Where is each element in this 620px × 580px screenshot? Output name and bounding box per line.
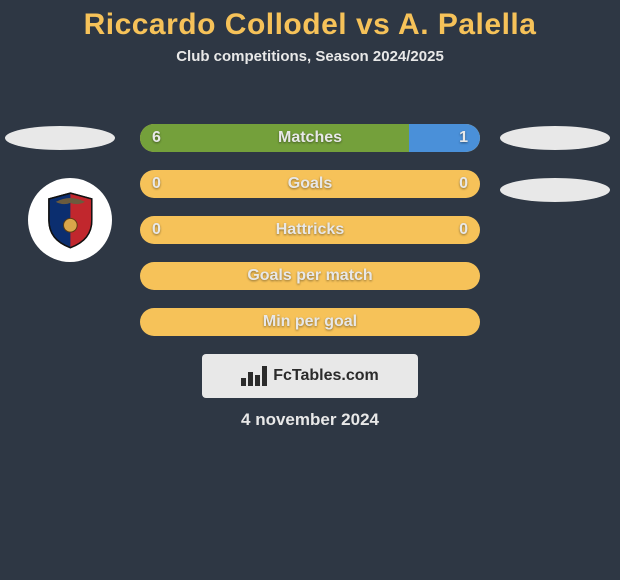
- stat-row: 0 0 Goals: [140, 170, 480, 198]
- stat-row: Min per goal: [140, 308, 480, 336]
- stat-label: Goals per match: [247, 267, 372, 285]
- stat-row: Goals per match: [140, 262, 480, 290]
- stat-label: Matches: [278, 129, 342, 147]
- subtitle: Club competitions, Season 2024/2025: [0, 48, 620, 65]
- stat-left-value: 6: [152, 129, 161, 147]
- date-line: 4 november 2024: [241, 410, 379, 430]
- player-placeholder-right-1: [500, 126, 610, 150]
- player-placeholder-left: [5, 126, 115, 150]
- club-badge: [28, 178, 112, 262]
- stat-label: Hattricks: [276, 221, 344, 239]
- stat-right-fill: [409, 124, 480, 152]
- stat-left-value: 0: [152, 221, 161, 239]
- comparison-bars: 6 1 Matches 0 0 Goals 0 0 Hattricks Goals per mat…: [140, 124, 480, 354]
- player-placeholder-right-2: [500, 178, 610, 202]
- stat-row: 6 1 Matches: [140, 124, 480, 152]
- brand-text: FcTables.com: [273, 367, 379, 385]
- stat-row: 0 0 Hattricks: [140, 216, 480, 244]
- stat-label: Goals: [288, 175, 332, 193]
- bars-icon: [241, 366, 267, 386]
- stat-right-value: 0: [459, 221, 468, 239]
- brand-box: FcTables.com: [202, 354, 418, 398]
- stat-left-fill: [140, 124, 409, 152]
- page-title: Riccardo Collodel vs A. Palella: [0, 0, 620, 42]
- stat-left-value: 0: [152, 175, 161, 193]
- stat-label: Min per goal: [263, 313, 357, 331]
- shield-icon: [46, 191, 95, 250]
- stat-right-value: 0: [459, 175, 468, 193]
- comparison-card: Riccardo Collodel vs A. Palella Club com…: [0, 0, 620, 580]
- club-badge-inner: [46, 191, 95, 250]
- stat-right-value: 1: [459, 129, 468, 147]
